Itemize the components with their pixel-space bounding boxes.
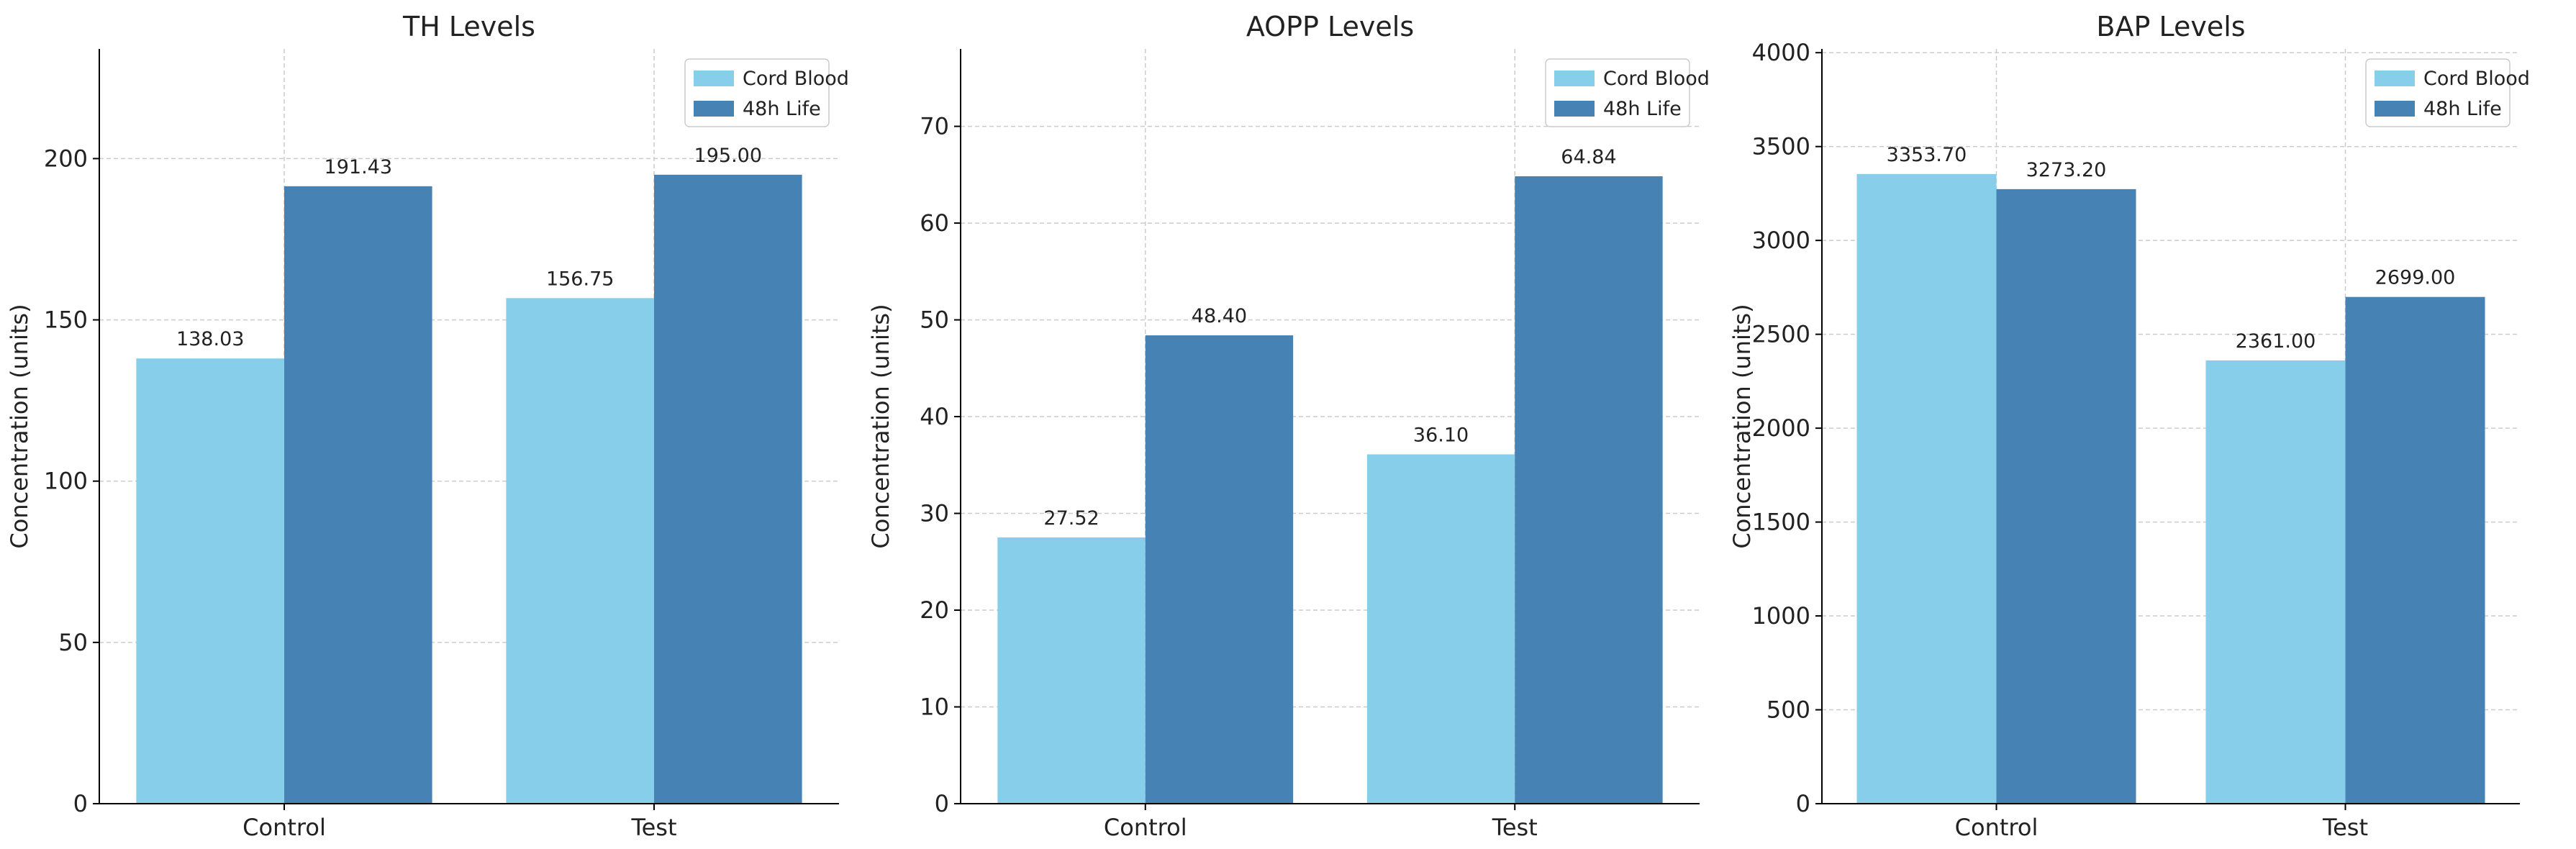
bar-value-label: 3353.70 [1887,144,1967,166]
y-tick-label: 3000 [1752,227,1810,254]
legend-label: 48h Life [2423,98,2502,120]
bar-cord-blood-control [136,358,284,804]
legend-label: Cord Blood [2423,68,2530,90]
y-axis-label: Concentration (units) [1728,304,1756,548]
bar-48h-life-control [1996,189,2136,804]
y-tick-label: 2000 [1752,414,1810,442]
legend-swatch [2375,71,2415,86]
y-tick-label: 150 [44,307,88,334]
bar-value-label: 27.52 [1043,507,1099,530]
chart-panel-2: 27.52 36.10 48.40 64.84 0 10 20 30 40 50 60 70 Contr… [867,11,1710,841]
y-tick-label: 4000 [1752,39,1810,66]
bar-value-label: 36.10 [1413,424,1469,447]
chart-panel-1: 138.03 156.75 191.43 195.00 0 50 100 150 200 Cont… [6,11,849,841]
x-tick-label: Test [2322,814,2368,841]
y-tick-label: 500 [1767,696,1810,724]
legend: Cord Blood 48h Life [684,58,849,127]
x-tick-label: Control [242,814,326,841]
legend-swatch [2375,101,2415,117]
bar-48h-life-control [284,186,432,804]
chart-title: AOPP Levels [1246,11,1414,42]
bar-value-label: 3273.20 [2026,159,2107,181]
bar-cord-blood-test [2205,360,2346,804]
bar-value-label: 2361.00 [2236,330,2316,353]
y-tick-label: 50 [58,629,88,656]
legend-label: 48h Life [1603,98,1682,120]
legend-label: Cord Blood [743,68,849,90]
x-tick-label: Control [1955,814,2038,841]
legend-label: 48h Life [743,98,821,120]
y-tick-label: 60 [920,209,949,237]
y-tick-label: 30 [920,500,949,527]
legend-label: Cord Blood [1603,68,1710,90]
legend-swatch [1554,71,1595,86]
y-axis-label: Concentration (units) [6,304,33,548]
legend: Cord Blood 48h Life [1545,58,1710,127]
bar-48h-life-test [654,174,802,804]
bar-cord-blood-test [1366,454,1515,804]
bar-value-label: 2699.00 [2375,267,2456,289]
y-tick-label: 40 [920,403,949,430]
bar-value-label: 64.84 [1561,146,1616,168]
legend: Cord Blood 48h Life [2365,58,2530,127]
y-tick-label: 20 [920,596,949,624]
y-tick-label: 0 [1796,790,1810,817]
y-tick-label: 2500 [1752,321,1810,348]
legend-swatch [694,71,734,86]
chart-title: BAP Levels [2096,11,2245,42]
y-tick-label: 3500 [1752,133,1810,160]
bar-48h-life-test [1515,176,1663,804]
bar-value-label: 138.03 [176,328,244,350]
x-tick-label: Control [1104,814,1187,841]
y-tick-label: 1500 [1752,509,1810,536]
bar-value-label: 191.43 [325,156,392,178]
bar-cord-blood-control [1856,173,1997,804]
y-tick-label: 0 [73,790,88,817]
y-tick-label: 100 [44,468,88,495]
bar-value-label: 48.40 [1192,305,1247,327]
bar-cord-blood-test [506,298,654,804]
bar-48h-life-test [2345,296,2485,804]
y-tick-label: 200 [44,145,88,172]
y-tick-label: 0 [935,790,949,817]
bar-value-label: 195.00 [694,145,762,167]
legend-swatch [1554,101,1595,117]
y-tick-label: 50 [920,307,949,334]
y-axis-label: Concentration (units) [867,304,894,548]
y-tick-label: 1000 [1752,602,1810,630]
x-tick-label: Test [1492,814,1538,841]
legend-swatch [694,101,734,117]
x-tick-label: Test [630,814,676,841]
chart-panel-3: 3353.70 2361.00 3273.20 2699.00 0 500 1000 1500… [1728,11,2530,841]
bar-cord-blood-control [997,537,1146,804]
y-tick-label: 70 [920,113,949,140]
y-tick-label: 10 [920,694,949,721]
bar-value-label: 156.75 [546,268,614,290]
bar-48h-life-control [1145,335,1294,804]
chart-title: TH Levels [402,11,535,42]
